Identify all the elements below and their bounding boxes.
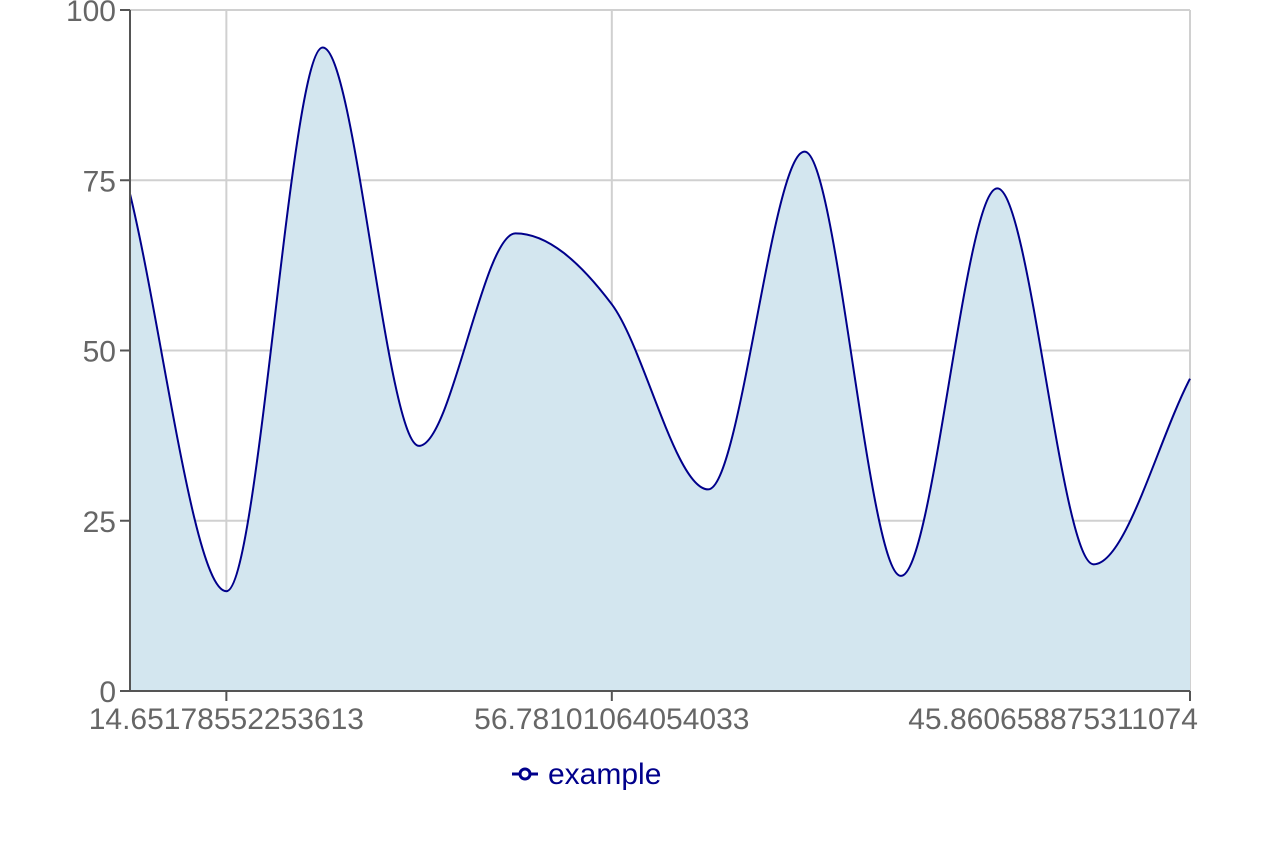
legend-marker-circle <box>518 767 532 781</box>
axes <box>120 9 1191 701</box>
legend[interactable]: example <box>512 758 661 791</box>
x-tick-label: 45.860658875311074 <box>908 703 1198 736</box>
y-tick-label: 100 <box>66 0 116 28</box>
x-tick-label: 56.78101064054033 <box>474 703 749 736</box>
y-tick-label: 75 <box>83 165 116 198</box>
y-tick-label: 25 <box>83 506 116 539</box>
legend-label: example <box>548 758 661 791</box>
tick-labels: 0 25 50 75 100 14.65178552253613 56.7810106405… <box>66 0 1198 736</box>
y-tick-label: 50 <box>83 336 116 369</box>
series-line <box>129 46 1191 593</box>
x-tick-label: 14.65178552253613 <box>89 703 364 736</box>
series-area-fill <box>130 47 1190 691</box>
y-tick-label: 0 <box>99 676 116 709</box>
